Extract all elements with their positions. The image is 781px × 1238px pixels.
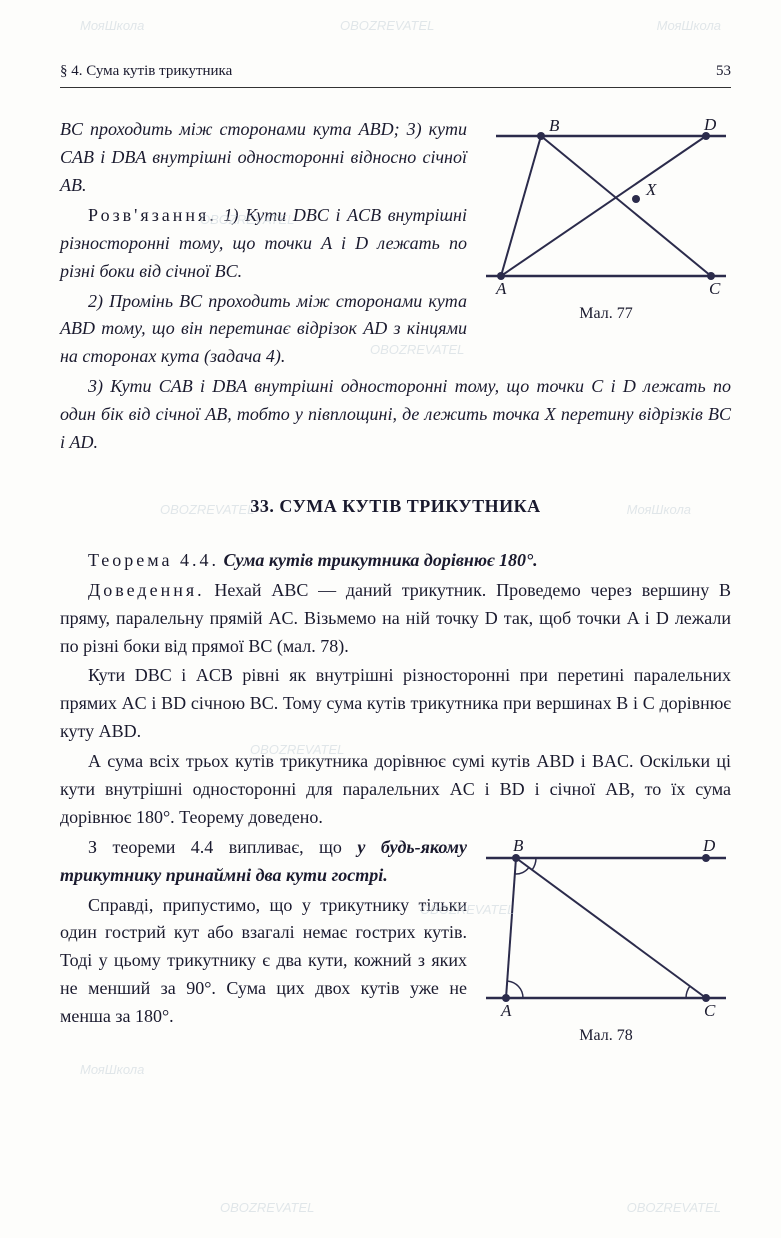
- svg-text:B: B: [513, 838, 524, 855]
- watermark: OBOZREVATEL: [220, 1198, 314, 1218]
- theorem: Теорема 4.4. Сума кутів трикутника дорів…: [60, 547, 731, 575]
- svg-text:A: A: [500, 1001, 512, 1018]
- watermark: OBOZREVATEL: [627, 1198, 721, 1218]
- body-text: Доведення. Нехай ABC — даний трикутник. …: [60, 577, 731, 661]
- figure-77: A C B D X Мал. 77: [481, 116, 731, 327]
- watermark: МояШкола: [80, 16, 144, 36]
- body-text: 3) Кути CAB і DBA внутрішні односторонні…: [60, 373, 731, 457]
- body-text: Кути DBC і ACB рівні як внутрішні різнос…: [60, 662, 731, 746]
- figure-78-svg: A C B D: [481, 838, 731, 1018]
- svg-text:C: C: [704, 1001, 716, 1018]
- section-title: 33. СУМА КУТІВ ТРИКУТНИКА: [60, 493, 731, 521]
- proof-label: Доведення.: [88, 580, 205, 600]
- watermark: OBOZREVATEL: [340, 16, 434, 36]
- theorem-label: Теорема 4.4.: [88, 550, 219, 570]
- figure-78: A C B D Мал. 78: [481, 838, 731, 1049]
- svg-text:B: B: [549, 116, 560, 135]
- figure-78-caption: Мал. 78: [481, 1024, 731, 1049]
- solution-label: Розв'язання.: [88, 205, 217, 225]
- page-number: 53: [716, 60, 731, 83]
- svg-text:X: X: [645, 180, 657, 199]
- watermark: МояШкола: [657, 16, 721, 36]
- svg-text:D: D: [702, 838, 716, 855]
- svg-text:D: D: [703, 116, 717, 134]
- text-span: BC проходить між сторонами кута ABD; 3) …: [60, 119, 467, 195]
- text-span: З теореми 4.4 випливає, що: [88, 837, 357, 857]
- section-label: § 4. Сума кутів трикутника: [60, 60, 232, 83]
- svg-text:C: C: [709, 279, 721, 296]
- watermark: МояШкола: [80, 1060, 144, 1080]
- theorem-text: Сума кутів трикутника дорівнює 180°.: [219, 550, 538, 570]
- body-text: А сума всіх трьох кутів трикутника дорів…: [60, 748, 731, 832]
- figure-77-caption: Мал. 77: [481, 302, 731, 327]
- page-header: § 4. Сума кутів трикутника 53: [60, 60, 731, 88]
- figure-77-svg: A C B D X: [481, 116, 731, 296]
- svg-text:A: A: [495, 279, 507, 296]
